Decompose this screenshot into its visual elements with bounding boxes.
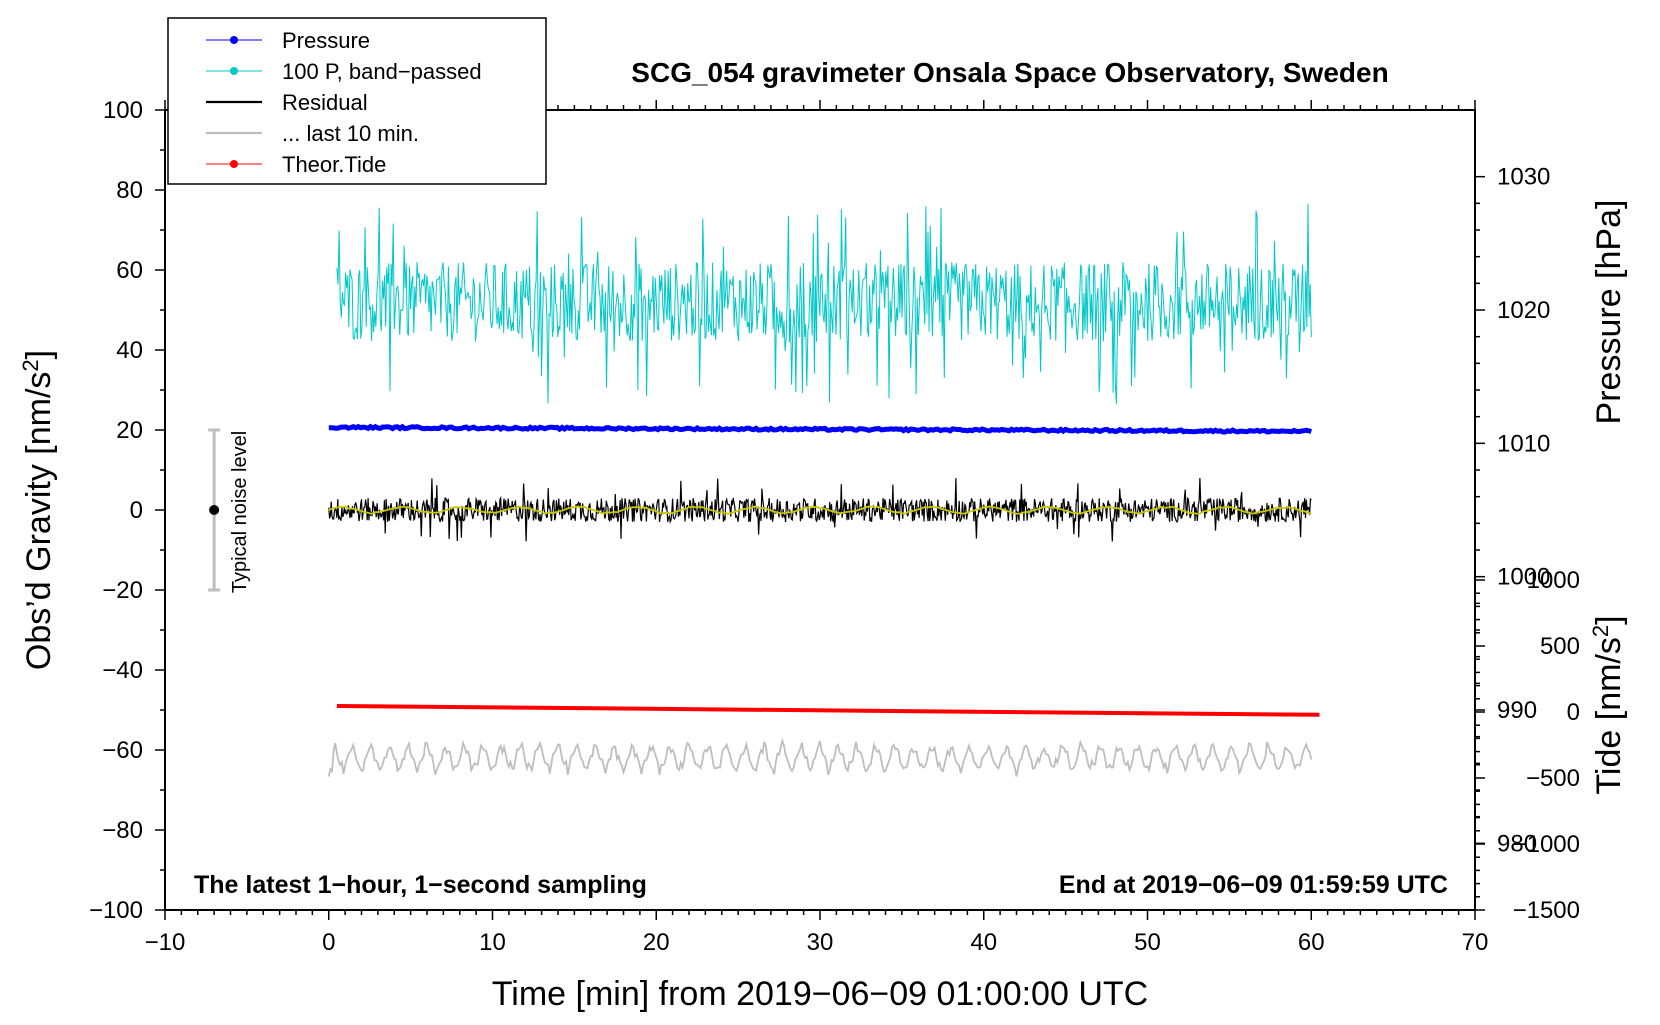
tide-tick-label: −500: [1526, 765, 1580, 792]
pressure-tick-label: 1020: [1497, 297, 1550, 324]
legend-entries: Pressure 100 P, band−passed Residual ... la…: [206, 28, 482, 177]
series-layer: [327, 203, 1320, 777]
series-residual-smoothed: [328, 505, 1312, 515]
y-tick-label: 20: [116, 417, 143, 444]
y-tick-label: −100: [89, 897, 143, 924]
annotation-end-time: End at 2019−06−09 01:59:59 UTC: [1059, 871, 1448, 899]
pressure-tick-label: 1030: [1497, 164, 1550, 191]
legend-marker: [230, 36, 238, 44]
pressure-tick-labels: 1030 1020 1010 1000 990 980: [1497, 164, 1550, 858]
x-tick-label: 10: [479, 929, 506, 956]
tide-tick-label: −1500: [1513, 897, 1580, 924]
y-tick-label: 40: [116, 337, 143, 364]
noise-indicator: Typical noise level: [208, 428, 251, 593]
y-tick-label: 60: [116, 257, 143, 284]
series-theor-tide: [336, 704, 1320, 717]
y-axis-label-tide: Tide [nm/s2]: [1588, 615, 1628, 794]
y-axis-label-gravity: Obs’d Gravity [nm/s2]: [18, 350, 58, 670]
tide-label-sup: 2: [1588, 625, 1613, 637]
annotation-sampling: The latest 1−hour, 1−second sampling: [194, 871, 647, 899]
x-tick-labels: −10 0 10 20 30 40 50 60 70: [145, 929, 1489, 956]
noise-dot: [209, 505, 220, 515]
series-residual: [328, 477, 1312, 542]
y-label-main: Obs’d Gravity [nm/s: [20, 372, 58, 671]
y-tick-label: −40: [102, 657, 143, 684]
legend-label: Pressure: [282, 28, 370, 53]
legend: Pressure 100 P, band−passed Residual ... la…: [167, 17, 547, 185]
x-tick-label: −10: [145, 929, 186, 956]
y-axis-label-pressure: Pressure [hPa]: [1590, 200, 1628, 425]
y-tick-label: −80: [102, 817, 143, 844]
tide-label-main: Tide [nm/s: [1590, 637, 1628, 794]
y-tick-labels: 100 80 60 40 20 0 −20 −40 −60 −80 −100: [89, 97, 143, 924]
series-last-10-min: [327, 737, 1313, 777]
x-tick-label: 50: [1134, 929, 1161, 956]
y-tick-label: 100: [103, 97, 143, 124]
pressure-tick-label: 990: [1497, 697, 1537, 724]
pressure-tick-label: 1010: [1497, 430, 1550, 457]
x-axis-label: Time [min] from 2019−06−09 01:00:00 UTC: [492, 975, 1148, 1013]
series-pressure: [328, 423, 1312, 435]
x-tick-label: 60: [1298, 929, 1325, 956]
chart-title: SCG_054 gravimeter Onsala Space Observat…: [631, 57, 1388, 88]
tide-label-end: ]: [1590, 615, 1628, 624]
pressure-tick-label: 980: [1497, 830, 1537, 857]
legend-label: Theor.Tide: [282, 152, 386, 177]
legend-marker: [230, 67, 238, 75]
series-band-passed-pressure: [336, 203, 1312, 405]
legend-label: 100 P, band−passed: [282, 59, 482, 84]
y-label-end: ]: [20, 350, 58, 359]
noise-label: Typical noise level: [229, 431, 251, 593]
y-label-sup: 2: [18, 359, 43, 371]
x-tick-label: 70: [1462, 929, 1489, 956]
y-tick-label: −60: [102, 737, 143, 764]
tide-tick-labels: 1000 500 0 −500 −1000 −1500: [1513, 567, 1580, 924]
tide-tick-label: −1000: [1513, 831, 1580, 858]
legend-label: ... last 10 min.: [282, 121, 419, 146]
legend-marker: [230, 160, 238, 168]
pressure-tick-label: 1000: [1497, 564, 1550, 591]
y-tick-label: 80: [116, 177, 143, 204]
x-tick-label: 20: [643, 929, 670, 956]
tide-tick-label: 1000: [1527, 567, 1580, 594]
y-tick-label: −20: [102, 577, 143, 604]
x-tick-label: 30: [807, 929, 834, 956]
tide-tick-label: 0: [1567, 699, 1580, 726]
legend-label: Residual: [282, 90, 368, 115]
y-tick-label: 0: [130, 497, 143, 524]
tide-tick-label: 500: [1540, 633, 1580, 660]
x-tick-label: 40: [970, 929, 997, 956]
x-tick-label: 0: [322, 929, 335, 956]
